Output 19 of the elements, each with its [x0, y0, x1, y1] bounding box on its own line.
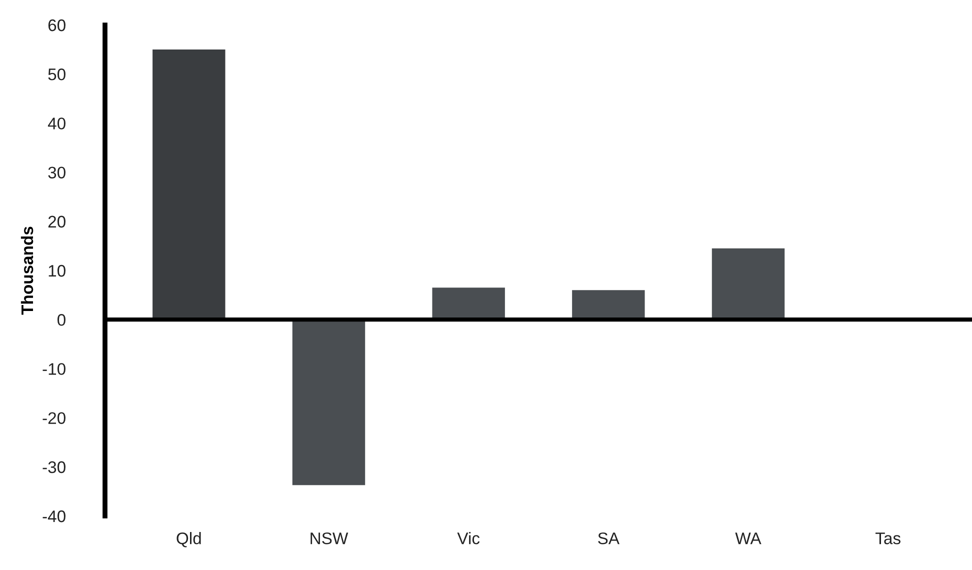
x-tick-label: Vic: [457, 532, 480, 544]
y-tick-label: -30: [42, 461, 66, 474]
y-tick-label: 40: [48, 118, 66, 130]
y-tick-label: 0: [57, 314, 66, 326]
y-tick-label: -20: [42, 412, 66, 424]
x-tick-label: Tas: [876, 532, 900, 544]
x-tick-label: NSW: [310, 532, 348, 544]
y-tick-label: 50: [48, 68, 66, 80]
y-axis-title: Thousands: [20, 226, 34, 315]
y-tick-label: 30: [48, 166, 66, 179]
y-tick-label: 10: [48, 264, 66, 277]
y-tick-label: -10: [42, 363, 66, 375]
x-tick-label: SA: [598, 532, 620, 544]
x-tick-label: Qld: [176, 532, 201, 548]
y-tick-label: -40: [42, 510, 66, 522]
y-tick-label: 20: [48, 216, 66, 228]
y-tick-label: 60: [48, 19, 66, 32]
bar: [292, 320, 366, 486]
x-tick-label: WA: [735, 532, 762, 544]
